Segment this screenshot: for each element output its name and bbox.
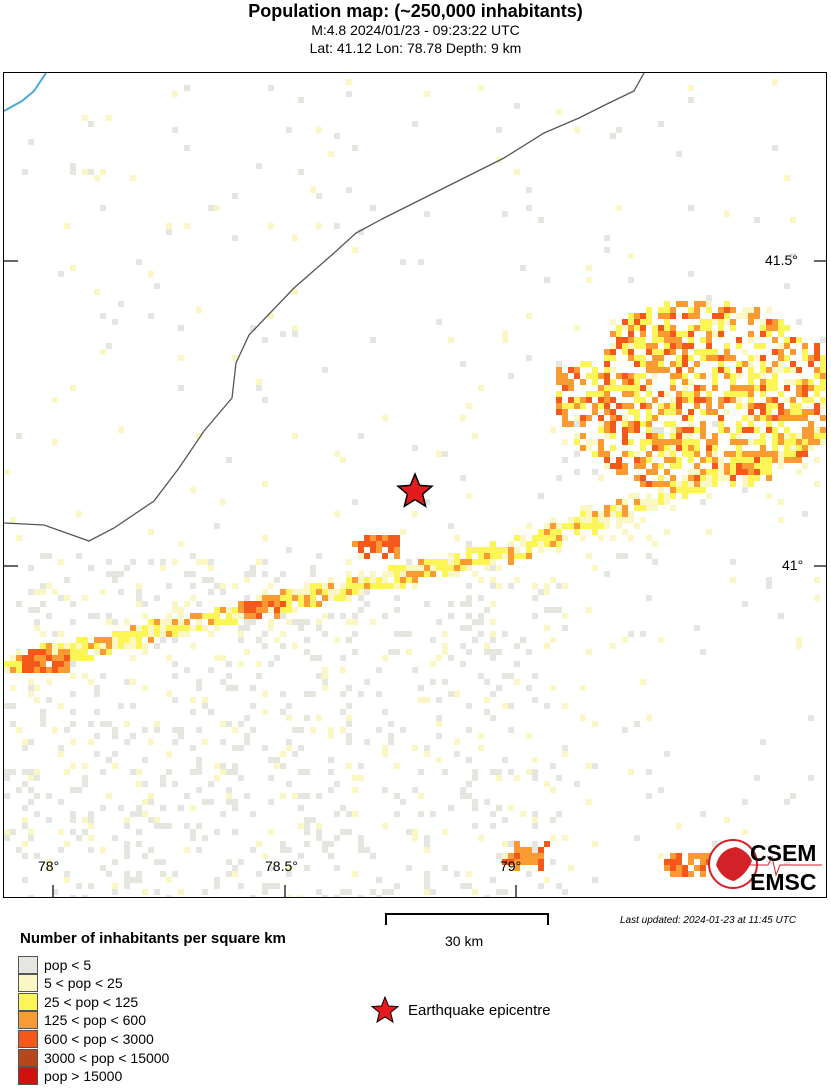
legend-label: 3000 < pop < 15000 bbox=[44, 1049, 170, 1066]
legend-label: 25 < pop < 125 bbox=[44, 993, 139, 1010]
legend-swatch bbox=[18, 955, 38, 974]
legend-swatch bbox=[18, 1029, 38, 1048]
axis-ticks bbox=[4, 260, 826, 897]
legend-swatch bbox=[18, 992, 38, 1011]
country-border bbox=[4, 73, 645, 542]
legend-item: pop > 15000 bbox=[18, 1067, 122, 1086]
river bbox=[4, 73, 47, 112]
last-updated: Last updated: 2024-01-23 at 11:45 UTC bbox=[620, 915, 797, 926]
legend-label: 125 < pop < 600 bbox=[44, 1012, 146, 1029]
legend-label: pop < 5 bbox=[44, 956, 92, 973]
event-info: M:4.8 2024/01/23 - 09:23:22 UTC bbox=[311, 22, 520, 38]
lon-tick: 78.5° bbox=[265, 858, 298, 874]
legend-swatch bbox=[18, 974, 38, 993]
legend-item: 3000 < pop < 15000 bbox=[18, 1048, 169, 1067]
legend-swatch bbox=[18, 1011, 38, 1030]
emsc-logo: CSEM EMSC bbox=[708, 839, 822, 893]
scale-label: 30 km bbox=[445, 933, 484, 949]
legend-swatch bbox=[18, 1067, 38, 1086]
lon-tick: 78° bbox=[38, 858, 60, 874]
red-star-icon bbox=[370, 996, 400, 1024]
legend-label: pop > 15000 bbox=[44, 1068, 123, 1085]
legend-item: 5 < pop < 25 bbox=[18, 974, 123, 993]
scale-bar bbox=[385, 913, 549, 925]
lat-tick: 41° bbox=[782, 557, 804, 573]
legend-swatch bbox=[18, 1048, 38, 1067]
lat-tick: 41.5° bbox=[765, 252, 798, 268]
legend-label: 5 < pop < 25 bbox=[44, 975, 123, 992]
epicentre-star-icon bbox=[396, 472, 434, 508]
lon-tick: 79° bbox=[500, 858, 522, 874]
population-map[interactable] bbox=[3, 72, 827, 898]
svg-text:CSEM: CSEM bbox=[750, 840, 816, 866]
population-cells bbox=[4, 79, 826, 897]
map-title: Population map: (~250,000 inhabitants) bbox=[248, 1, 583, 21]
legend-title: Number of inhabitants per square km bbox=[20, 930, 286, 947]
legend-label: 600 < pop < 3000 bbox=[44, 1030, 154, 1047]
map-canvas bbox=[4, 73, 826, 897]
legend-item: 125 < pop < 600 bbox=[18, 1011, 146, 1030]
legend-item: 25 < pop < 125 bbox=[18, 992, 138, 1011]
legend-item: 600 < pop < 3000 bbox=[18, 1029, 154, 1048]
legend-item: pop < 5 bbox=[18, 955, 91, 974]
epicentre-legend-label: Earthquake epicentre bbox=[408, 1001, 551, 1019]
svg-text:EMSC: EMSC bbox=[750, 869, 816, 893]
event-location: Lat: 41.12 Lon: 78.78 Depth: 9 km bbox=[309, 40, 522, 56]
epicentre-legend: Earthquake epicentre bbox=[370, 996, 551, 1024]
